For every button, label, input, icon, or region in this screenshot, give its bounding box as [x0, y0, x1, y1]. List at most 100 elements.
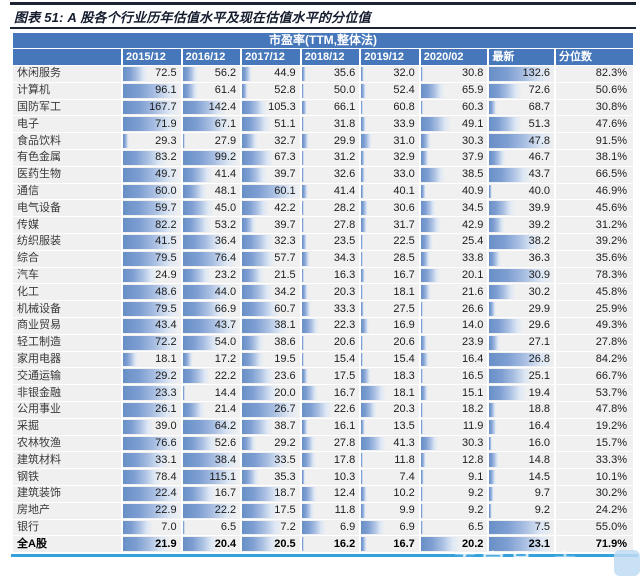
pe-value: 29.9: [528, 302, 551, 315]
value-bar: [182, 486, 217, 501]
pe-value: 65.9: [462, 84, 484, 97]
value-bar: [420, 285, 431, 300]
value-bar: [242, 520, 284, 535]
pe-value-cell: 30.6: [361, 200, 419, 217]
pe-value: 32.7: [274, 134, 296, 147]
pe-value-cell: 79.5: [123, 250, 181, 267]
value-bar: [301, 134, 310, 148]
industry-label: 机械设备: [13, 301, 122, 317]
value-bar: [182, 402, 206, 417]
value-bar: [420, 453, 426, 468]
value-bar: [301, 419, 309, 434]
pe-value: 52.4: [393, 84, 415, 97]
pe-value-cell: 16.9: [361, 317, 419, 334]
value-bar: [420, 520, 424, 535]
pe-value-cell: 18.7: [242, 485, 300, 502]
pe-value-cell: 10.3: [301, 469, 360, 485]
pe-value-cell: 39.2: [489, 217, 555, 233]
column-header-row: 2015/12 2016/12 2017/12 2018/12 2019/12 2020/…: [13, 49, 633, 65]
value-bar: [301, 150, 304, 165]
pe-value-cell: 33.3: [301, 301, 360, 317]
pe-value: 30.3: [462, 134, 484, 147]
table-row: 银行 7.0 6.5 7.2 6.9 6.9 6.5 7.5 55.0%: [13, 519, 633, 536]
pe-value: 24.9: [155, 268, 177, 281]
pe-value-cell: 18.1: [361, 284, 419, 301]
value-bar: [361, 234, 364, 249]
value-bar: [123, 218, 181, 232]
column-header: 2015/12: [123, 49, 181, 65]
pe-value: 25.1: [528, 369, 551, 382]
value-bar: [361, 100, 364, 115]
pe-value: 31.0: [393, 134, 415, 147]
pe-value: 28.5: [393, 252, 415, 265]
pe-value-cell: 16.5: [420, 368, 488, 385]
value-bar: [123, 537, 171, 552]
pe-value: 20.6: [393, 336, 415, 349]
pe-value-cell: 32.7: [242, 133, 300, 149]
pe-value: 26.7: [274, 403, 296, 416]
pe-value-cell: 68.7: [489, 99, 555, 116]
value-bar: [361, 268, 365, 283]
pe-value: 26.8: [528, 352, 551, 365]
percentile-value: 45.6%: [556, 200, 633, 217]
value-bar: [123, 386, 181, 400]
value-bar: [301, 167, 304, 182]
pe-value-cell: 52.8: [242, 82, 300, 99]
value-bar: [182, 167, 214, 182]
industry-label: 银行: [13, 519, 122, 536]
value-bar: [420, 470, 425, 484]
pe-value-cell: 38.4: [182, 452, 241, 469]
pe-value-cell: 49.7: [123, 166, 181, 183]
value-bar: [242, 503, 278, 518]
table-row: 纺织服装 41.5 36.4 32.3 23.5 22.5 25.4 38.2 39.2%: [13, 233, 633, 250]
pe-value: 17.5: [274, 504, 296, 517]
value-bar: [242, 335, 264, 350]
pe-value-cell: 18.1: [361, 385, 419, 401]
value-bar: [242, 470, 259, 484]
pe-value: 26.6: [462, 302, 484, 315]
pe-value-cell: 27.8: [301, 435, 360, 452]
pe-value-cell: 15.4: [361, 351, 419, 368]
pe-value-cell: 16.1: [301, 418, 360, 435]
pe-value: 10.2: [393, 487, 415, 500]
pe-value-cell: 39.9: [489, 200, 555, 217]
pe-value: 20.3: [393, 403, 415, 416]
pe-value: 78.4: [155, 470, 177, 483]
pe-value: 18.3: [393, 369, 415, 382]
value-bar: [420, 234, 433, 249]
pe-value-cell: 40.9: [420, 183, 488, 200]
pe-value-cell: 57.7: [242, 250, 300, 267]
value-bar: [361, 470, 364, 484]
pe-value-cell: 31.8: [301, 116, 360, 133]
value-bar: [361, 419, 365, 434]
value-bar: [489, 453, 499, 468]
pe-value-cell: 67.1: [182, 116, 241, 133]
pe-value-cell: 19.5: [242, 351, 300, 368]
pe-value-cell: 26.8: [489, 351, 555, 368]
table-row: 家用电器 18.1 17.2 19.5 15.4 15.4 16.4 26.8 84.2%: [13, 351, 633, 368]
value-bar: [123, 453, 170, 468]
pe-value-cell: 27.8: [301, 217, 360, 233]
pe-value-cell: 82.2: [123, 217, 181, 233]
pe-value-cell: 142.4: [182, 99, 241, 116]
value-bar: [489, 503, 492, 518]
pe-value: 6.5: [220, 520, 237, 533]
pe-value-cell: 31.2: [301, 149, 360, 166]
pe-value: 16.5: [462, 369, 484, 382]
value-bar: [361, 402, 377, 417]
value-bar: [242, 352, 265, 367]
pe-value: 38.6: [274, 336, 296, 349]
pe-value: 41.4: [333, 184, 356, 197]
pe-value: 17.5: [333, 369, 356, 382]
percentile-value: 84.2%: [556, 351, 633, 368]
pe-value: 9.2: [468, 504, 484, 517]
value-bar: [182, 302, 227, 316]
value-bar: [361, 369, 372, 384]
value-bar: [182, 335, 221, 350]
pe-value: 12.4: [333, 487, 356, 500]
value-bar: [301, 285, 308, 300]
pe-value: 20.1: [462, 268, 484, 281]
industry-label: 农林牧渔: [13, 435, 122, 452]
pe-value-cell: 54.0: [182, 334, 241, 351]
value-bar: [123, 100, 181, 115]
